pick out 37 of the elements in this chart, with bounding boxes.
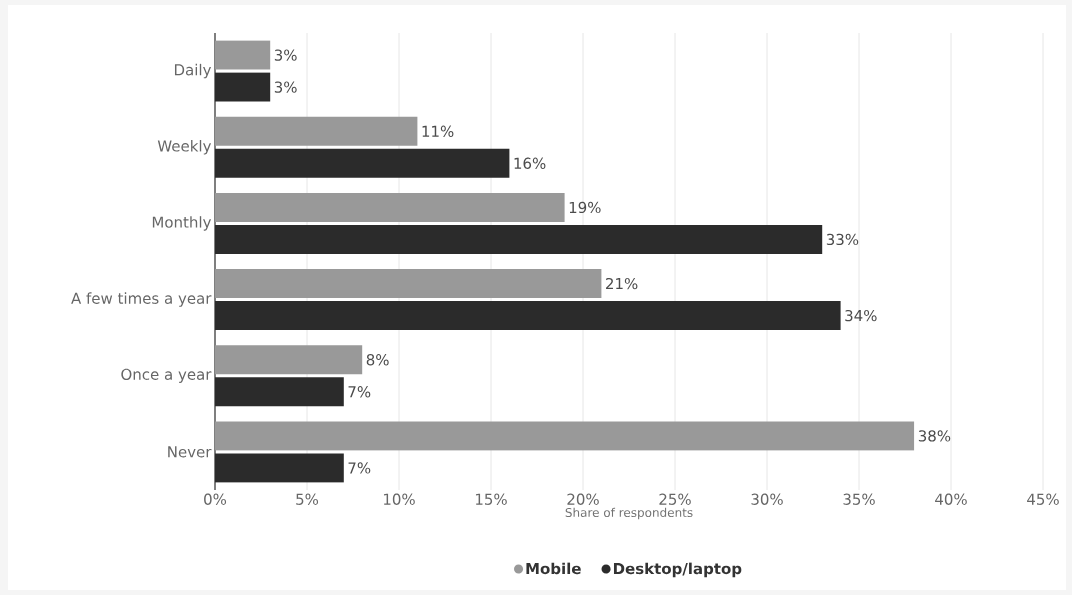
data-label: 3% (274, 81, 297, 93)
x-tick-label: 15% (475, 493, 507, 505)
bar (215, 269, 602, 299)
y-tick-label: Never (168, 446, 212, 458)
data-label: 16% (514, 157, 546, 169)
x-tick-label: 40% (935, 493, 967, 505)
legend-label: Mobile (526, 562, 581, 575)
y-tick-label: A few times a year (71, 292, 212, 307)
data-label: 11% (422, 125, 454, 137)
data-label: 3% (274, 49, 297, 61)
y-tick-label: Monthly (152, 216, 212, 231)
data-label: 34% (845, 309, 877, 322)
bar (215, 192, 565, 222)
x-tick-label: 30% (751, 493, 783, 505)
data-label: 21% (606, 277, 638, 290)
data-label: 7% (348, 386, 371, 398)
bar (215, 345, 363, 375)
bar (215, 421, 915, 451)
y-tick-label: Once a year (121, 368, 212, 383)
y-tick-label: Daily (174, 63, 212, 79)
x-tick-label: 0% (204, 493, 227, 505)
x-tick-label: 20% (567, 493, 599, 505)
data-label: 38% (918, 430, 951, 442)
x-axis-title: Share of respondents (565, 507, 693, 520)
data-label: 33% (826, 233, 859, 246)
x-tick-label: 10% (383, 493, 415, 505)
bar (215, 116, 418, 146)
legend-label: Desktop/laptop (613, 562, 742, 578)
x-tick-label: 5% (296, 493, 319, 505)
x-tick-label: 35% (843, 493, 875, 505)
x-tick-label: 25% (659, 493, 691, 505)
x-tick-label: 45% (1027, 493, 1059, 505)
data-label: 19% (569, 201, 601, 214)
bar (215, 40, 271, 70)
data-label: 7% (348, 462, 371, 474)
y-tick-label: Weekly (157, 140, 212, 155)
data-label: 8% (366, 354, 389, 366)
